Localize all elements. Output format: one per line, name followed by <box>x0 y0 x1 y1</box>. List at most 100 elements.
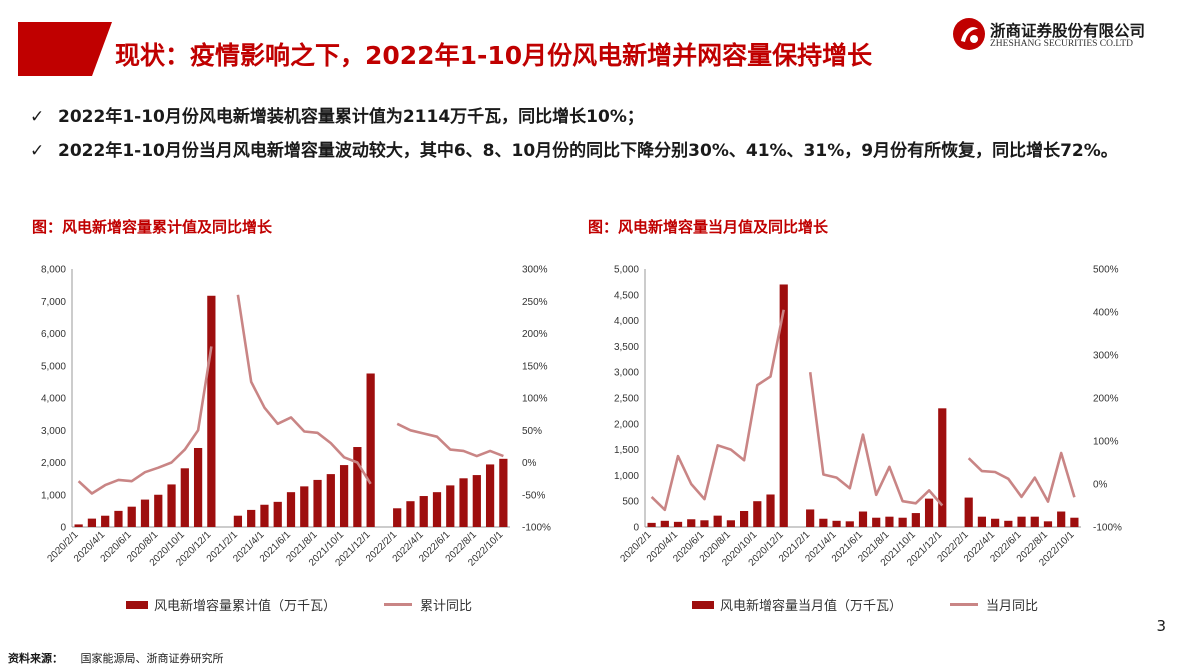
chart-cumulative: 0 1,000 2,000 3,000 4,000 5,000 6,000 7,000 8,00… <box>20 255 560 585</box>
line-series <box>650 309 785 512</box>
bar <box>87 518 97 527</box>
bar <box>726 520 735 527</box>
y-right-tick-label: 300% <box>522 265 548 276</box>
bar <box>977 516 987 527</box>
check-icon: ✓ <box>30 107 45 127</box>
bar <box>485 464 495 527</box>
bar <box>260 504 269 527</box>
slide-title: 现状：疫情影响之下，2022年1-10月份风电新增并网容量保持增长 <box>115 41 873 70</box>
chart-caption-monthly: 图：风电新增容量当月值及同比增长 <box>588 218 829 236</box>
bar <box>1043 521 1053 527</box>
bar <box>326 474 335 527</box>
bar <box>180 468 189 527</box>
title-accent-bar <box>18 22 92 76</box>
y-left-tick-label: 3,000 <box>614 368 639 379</box>
y-right-tick-label: 0% <box>1093 480 1108 491</box>
y-left-tick-label: 0 <box>60 523 66 534</box>
legend-line-label: 累计同比 <box>420 599 473 614</box>
bar <box>154 494 163 527</box>
bar <box>1057 511 1066 527</box>
bar <box>247 509 256 527</box>
bar <box>446 485 455 527</box>
bar <box>819 518 828 527</box>
y-right-tick-label: 0% <box>522 458 537 469</box>
page-number: 3 <box>1156 617 1166 635</box>
legend-line-swatch <box>950 603 979 606</box>
bar <box>101 515 110 527</box>
y-right-tick-label: 100% <box>522 394 548 405</box>
bar <box>938 408 947 527</box>
bar <box>286 492 296 527</box>
bullet-item: ✓ 2022年1-10月份风电新增装机容量累计值为2114万千瓦，同比增长10%… <box>30 100 1150 134</box>
bar <box>459 478 468 527</box>
bar <box>1004 520 1013 527</box>
y-right-tick-label: 50% <box>522 426 542 437</box>
chart-caption-cumulative: 图：风电新增容量累计值及同比增长 <box>32 218 273 236</box>
line-series <box>808 372 944 507</box>
line-series <box>77 346 213 495</box>
bar <box>300 486 309 527</box>
bar <box>339 465 349 527</box>
bar <box>739 511 749 527</box>
bar <box>964 497 973 527</box>
bar <box>366 373 375 527</box>
y-right-tick-label: -50% <box>522 490 545 501</box>
bar <box>140 499 150 527</box>
bar <box>472 475 481 527</box>
legend-cumulative: 风电新增容量累计值（万千瓦） 累计同比 <box>126 595 472 614</box>
bar <box>432 492 442 527</box>
y-left-tick-label: 7,000 <box>41 297 66 308</box>
bar <box>779 284 788 527</box>
legend-bar-label: 风电新增容量当月值（万千瓦） <box>720 599 903 614</box>
zheshang-logo-icon <box>953 18 985 50</box>
company-logo: 浙商证券股份有限公司 ZHESHANG SECURITIES CO.LTD <box>952 16 1167 60</box>
y-right-tick-label: -100% <box>522 523 551 534</box>
y-left-tick-label: 2,500 <box>614 394 639 405</box>
bar <box>832 520 841 527</box>
bar <box>858 511 868 527</box>
bar <box>406 501 415 527</box>
y-left-tick-label: 5,000 <box>41 361 66 372</box>
bar <box>114 510 123 527</box>
y-left-tick-label: 4,500 <box>614 290 639 301</box>
y-left-tick-label: 4,000 <box>614 316 639 327</box>
bar <box>273 501 282 527</box>
bar <box>924 498 934 527</box>
source-text: 国家能源局、浙商证券研究所 <box>80 652 224 665</box>
bar <box>233 515 243 527</box>
bullet-list: ✓ 2022年1-10月份风电新增装机容量累计值为2114万千瓦，同比增长10%… <box>30 100 1150 168</box>
y-left-tick-label: 0 <box>633 523 639 534</box>
source-note: 资料来源： 国家能源局、浙商证券研究所 <box>8 650 224 666</box>
y-left-tick-label: 1,000 <box>614 471 639 482</box>
bullet-text: 2022年1-10月份风电新增装机容量累计值为2114万千瓦，同比增长10%； <box>58 107 644 127</box>
bar <box>845 521 854 527</box>
y-right-tick-label: 200% <box>522 329 548 340</box>
y-left-tick-label: 1,000 <box>41 490 66 501</box>
bar <box>1030 516 1039 527</box>
y-left-tick-label: 1,500 <box>614 445 639 456</box>
legend-line-label: 当月同比 <box>986 599 1039 614</box>
bar <box>872 517 881 527</box>
chart-cumulative-svg: 0 1,000 2,000 3,000 4,000 5,000 6,000 7,000 8,00… <box>41 265 551 569</box>
y-left-tick-label: 500 <box>622 497 639 508</box>
bar <box>700 520 709 527</box>
bar <box>991 518 1000 527</box>
bar <box>313 479 322 527</box>
line-series <box>396 422 504 458</box>
legend-bar-swatch <box>692 600 714 609</box>
company-name-en: ZHESHANG SECURITIES CO.LTD <box>990 39 1133 49</box>
chart-monthly-svg: 0 500 1,000 1,500 2,000 2,500 3,000 3,500 4,000 4… <box>614 265 1122 569</box>
y-right-tick-label: 100% <box>1093 437 1119 448</box>
legend-bar-label: 风电新增容量累计值（万千瓦） <box>154 599 337 614</box>
bullet-item: ✓ 2022年1-10月份当月风电新增容量波动较大，其中6、8、10月份的同比下… <box>30 134 1150 168</box>
y-right-tick-label: 300% <box>1093 351 1119 362</box>
y-right-tick-label: 150% <box>522 361 548 372</box>
line-series <box>967 451 1076 503</box>
y-left-tick-label: 5,000 <box>614 265 639 276</box>
y-left-tick-label: 3,500 <box>614 342 639 353</box>
legend-monthly: 风电新增容量当月值（万千瓦） 当月同比 <box>692 595 1038 614</box>
bar <box>753 501 762 527</box>
bar <box>74 524 83 527</box>
bar <box>687 519 696 527</box>
bullet-text: 2022年1-10月份当月风电新增容量波动较大，其中6、8、10月份的同比下降分… <box>58 141 1118 161</box>
